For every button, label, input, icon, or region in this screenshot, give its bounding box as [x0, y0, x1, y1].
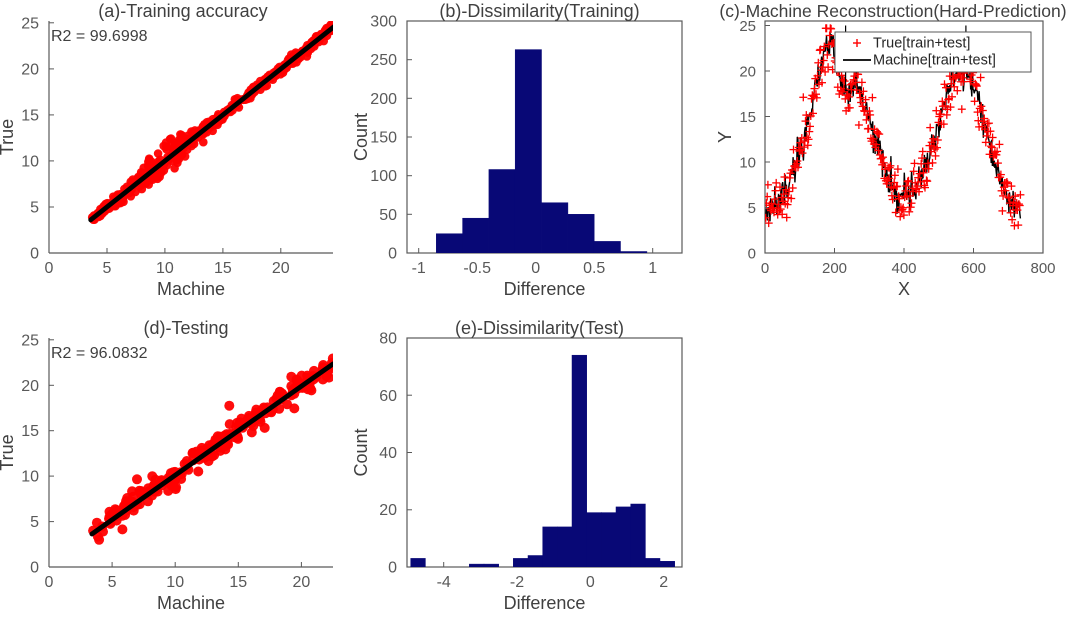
svg-text:0: 0 [586, 574, 595, 591]
svg-text:True: True [0, 119, 17, 155]
svg-text:15: 15 [739, 109, 756, 126]
svg-text:0: 0 [761, 260, 769, 277]
svg-text:100: 100 [370, 168, 397, 185]
svg-text:200: 200 [822, 260, 847, 277]
svg-text:Machine[train+test]: Machine[train+test] [873, 53, 996, 69]
svg-text:-1: -1 [412, 260, 426, 277]
svg-text:0: 0 [30, 246, 39, 263]
svg-text:(b)-Dissimilarity(Training): (b)-Dissimilarity(Training) [439, 1, 639, 21]
svg-text:800: 800 [1030, 260, 1055, 277]
svg-text:Count: Count [351, 113, 371, 161]
svg-text:5: 5 [30, 514, 39, 531]
svg-text:-2: -2 [510, 574, 524, 591]
svg-text:80: 80 [379, 331, 397, 348]
svg-text:Y: Y [715, 131, 735, 143]
svg-text:200: 200 [370, 91, 397, 108]
svg-text:(c)-Machine Reconstruction(Har: (c)-Machine Reconstruction(Hard-Predicti… [719, 1, 1066, 21]
svg-text:300: 300 [370, 14, 397, 31]
svg-text:0: 0 [30, 560, 39, 577]
svg-text:(d)-Testing: (d)-Testing [143, 318, 228, 338]
svg-text:10: 10 [739, 155, 756, 172]
svg-text:20: 20 [21, 61, 39, 78]
svg-text:True[train+test]: True[train+test] [873, 36, 970, 52]
svg-text:0: 0 [45, 260, 54, 277]
svg-text:Machine: Machine [157, 279, 225, 299]
svg-text:15: 15 [21, 107, 39, 124]
svg-text:20: 20 [293, 574, 311, 591]
svg-text:10: 10 [21, 469, 39, 486]
svg-text:R2 = 96.0832: R2 = 96.0832 [51, 345, 148, 362]
svg-text:400: 400 [891, 260, 916, 277]
svg-text:1: 1 [648, 260, 657, 277]
svg-text:20: 20 [739, 64, 756, 81]
svg-text:5: 5 [748, 200, 756, 217]
svg-text:X: X [898, 279, 910, 299]
svg-text:0: 0 [531, 260, 540, 277]
svg-text:0: 0 [388, 246, 397, 263]
svg-text:15: 15 [214, 260, 232, 277]
svg-text:40: 40 [379, 445, 397, 462]
svg-text:5: 5 [30, 200, 39, 217]
svg-text:10: 10 [156, 260, 174, 277]
svg-text:Count: Count [351, 428, 371, 476]
svg-text:0: 0 [388, 560, 397, 577]
svg-text:15: 15 [229, 574, 247, 591]
svg-text:150: 150 [370, 130, 397, 147]
svg-text:Difference: Difference [504, 279, 586, 299]
svg-text:(a)-Training accuracy: (a)-Training accuracy [98, 1, 267, 21]
svg-text:10: 10 [21, 153, 39, 170]
svg-text:20: 20 [379, 502, 397, 519]
svg-text:60: 60 [379, 388, 397, 405]
svg-text:20: 20 [21, 378, 39, 395]
svg-text:50: 50 [379, 207, 397, 224]
svg-text:25: 25 [21, 15, 39, 32]
svg-text:0: 0 [748, 246, 756, 263]
svg-text:-4: -4 [437, 574, 451, 591]
svg-text:10: 10 [166, 574, 184, 591]
svg-text:2: 2 [659, 574, 668, 591]
svg-text:250: 250 [370, 52, 397, 69]
svg-text:5: 5 [103, 260, 112, 277]
svg-text:0.5: 0.5 [583, 260, 605, 277]
svg-text:600: 600 [961, 260, 986, 277]
svg-text:-0.5: -0.5 [463, 260, 491, 277]
svg-text:15: 15 [21, 423, 39, 440]
svg-text:25: 25 [21, 332, 39, 349]
svg-text:R2 = 99.6998: R2 = 99.6998 [51, 28, 148, 45]
svg-text:5: 5 [108, 574, 117, 591]
svg-text:Difference: Difference [504, 593, 586, 613]
svg-text:20: 20 [272, 260, 290, 277]
svg-text:0: 0 [45, 574, 54, 591]
svg-text:True: True [0, 434, 17, 470]
svg-text:Machine: Machine [157, 593, 225, 613]
svg-text:(e)-Dissimilarity(Test): (e)-Dissimilarity(Test) [455, 318, 624, 338]
